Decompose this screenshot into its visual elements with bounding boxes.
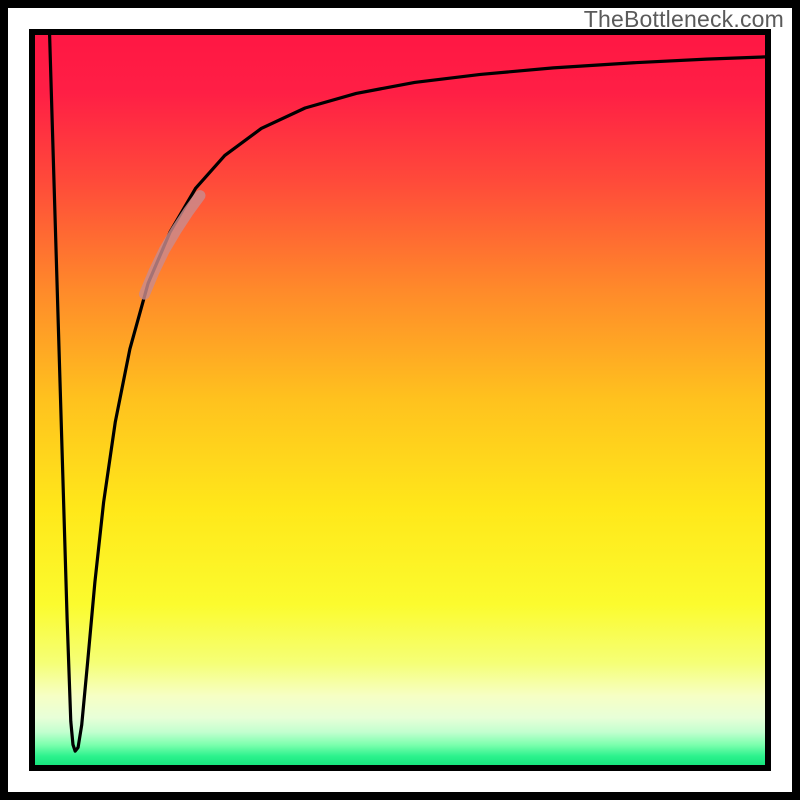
chart-container: TheBottleneck.com: [0, 0, 800, 800]
bottleneck-chart: [0, 0, 800, 800]
plot-background: [35, 35, 765, 765]
watermark-text: TheBottleneck.com: [584, 6, 784, 33]
